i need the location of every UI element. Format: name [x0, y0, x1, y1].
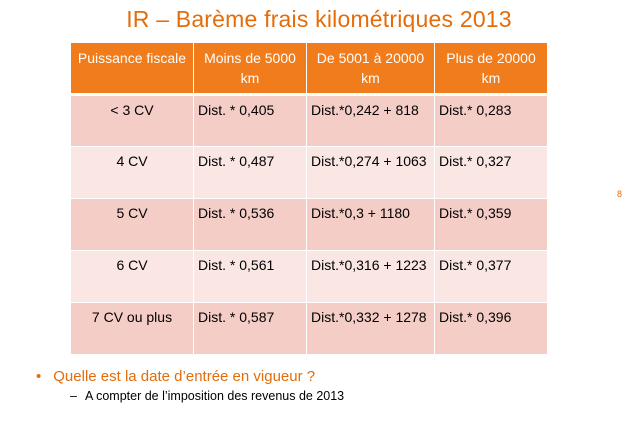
table-header-row: Puissance fiscale Moins de 5000 km De 50… [70, 42, 548, 95]
cell-moins-5000: Dist. * 0,587 [193, 302, 307, 355]
table-row: 4 CV Dist. * 0,487 Dist.*0,274 + 1063 Di… [70, 146, 548, 199]
slide-title: IR – Barème frais kilométriques 2013 [126, 6, 512, 32]
cell-moins-5000: Dist. * 0,561 [193, 250, 307, 303]
question-bullet: • Quelle est la date d’entrée en vigueur … [36, 368, 315, 385]
cell-5001-20000: Dist.*0,3 + 1180 [306, 198, 435, 251]
cell-puissance: 5 CV [70, 198, 194, 251]
header-plus-20000: Plus de 20000 km [434, 42, 548, 95]
table-row: 7 CV ou plus Dist. * 0,587 Dist.*0,332 +… [70, 302, 548, 355]
cell-moins-5000: Dist. * 0,405 [193, 93, 307, 147]
cell-puissance: < 3 CV [70, 93, 194, 147]
table-row: 5 CV Dist. * 0,536 Dist.*0,3 + 1180 Dist… [70, 198, 548, 251]
table-row: 6 CV Dist. * 0,561 Dist.*0,316 + 1223 Di… [70, 250, 548, 303]
bullet-marker: • [36, 368, 42, 385]
cell-moins-5000: Dist. * 0,487 [193, 146, 307, 199]
answer-text: A compter de l’imposition des revenus de… [84, 389, 345, 403]
cell-puissance: 7 CV ou plus [70, 302, 194, 355]
question-text: Quelle est la date d’entrée en vigueur ? [53, 368, 316, 385]
answer-sub-bullet: – A compter de l’imposition des revenus d… [70, 389, 344, 403]
page-number: 8 [617, 189, 623, 199]
cell-plus-20000: Dist.* 0,283 [434, 93, 548, 147]
header-moins-5000: Moins de 5000 km [193, 42, 307, 95]
cell-puissance: 6 CV [70, 250, 194, 303]
header-5001-20000: De 5001 à 20000 km [306, 42, 435, 95]
cell-plus-20000: Dist.* 0,359 [434, 198, 548, 251]
cell-plus-20000: Dist.* 0,327 [434, 146, 548, 199]
cell-plus-20000: Dist.* 0,396 [434, 302, 548, 355]
cell-moins-5000: Dist. * 0,536 [193, 198, 307, 251]
cell-puissance: 4 CV [70, 146, 194, 199]
cell-5001-20000: Dist.*0,332 + 1278 [306, 302, 435, 355]
header-puissance-fiscale: Puissance fiscale [70, 42, 194, 95]
mileage-rate-table: Puissance fiscale Moins de 5000 km De 50… [70, 42, 548, 355]
cell-5001-20000: Dist.*0,274 + 1063 [306, 146, 435, 199]
cell-5001-20000: Dist.*0,316 + 1223 [306, 250, 435, 303]
sub-bullet-marker: – [70, 389, 77, 403]
cell-5001-20000: Dist.*0,242 + 818 [306, 93, 435, 147]
table-row: < 3 CV Dist. * 0,405 Dist.*0,242 + 818 D… [70, 93, 548, 147]
cell-plus-20000: Dist.* 0,377 [434, 250, 548, 303]
